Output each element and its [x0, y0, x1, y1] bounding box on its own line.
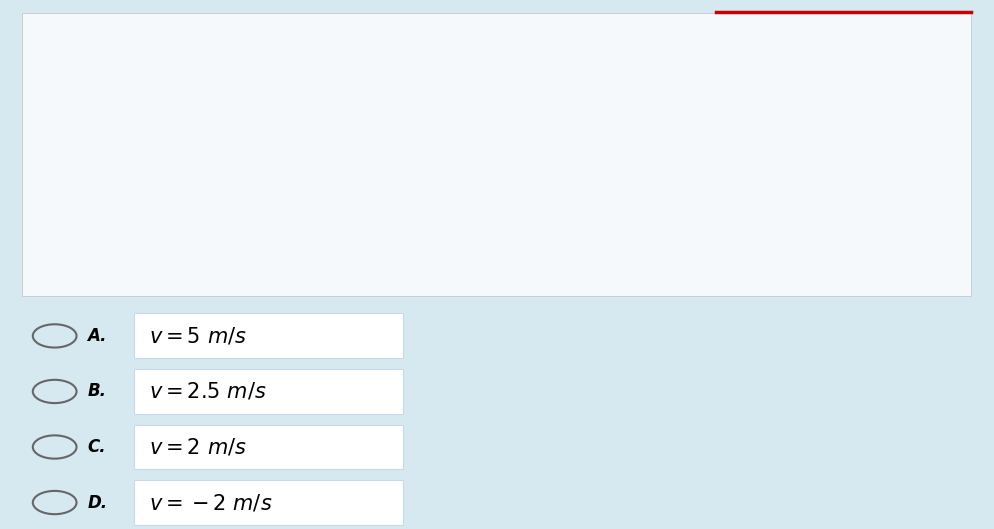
Text: the height $s$ meter of the basketball from the ground is modelled as: the height $s$ meter of the basketball f…: [40, 107, 790, 131]
Text: D.: D.: [87, 494, 107, 512]
FancyBboxPatch shape: [134, 369, 403, 414]
Text: A basketball is thrown vertically upward from the ground. After $t$ second(s),: A basketball is thrown vertically upward…: [40, 52, 878, 75]
Text: A.: A.: [87, 327, 107, 345]
Text: B.: B.: [87, 382, 106, 400]
Text: $v = 5\ m/s$: $v = 5\ m/s$: [149, 325, 247, 346]
FancyBboxPatch shape: [134, 424, 403, 470]
Text: $s(t) = -2t^2 + 10t$: $s(t) = -2t^2 + 10t$: [400, 168, 594, 197]
FancyBboxPatch shape: [134, 313, 403, 359]
FancyBboxPatch shape: [134, 480, 403, 525]
Text: $v = 2\ m/s$: $v = 2\ m/s$: [149, 436, 247, 458]
Text: $v = -2\ m/s$: $v = -2\ m/s$: [149, 492, 272, 513]
Text: C.: C.: [87, 438, 106, 456]
Text: Interpret the velocity $v$ $(m/s)$ of the basketball at time $t$ = 2 second.: Interpret the velocity $v$ $(m/s)$ of th…: [40, 234, 780, 258]
Text: $v = 2.5\ m/s$: $v = 2.5\ m/s$: [149, 381, 266, 402]
